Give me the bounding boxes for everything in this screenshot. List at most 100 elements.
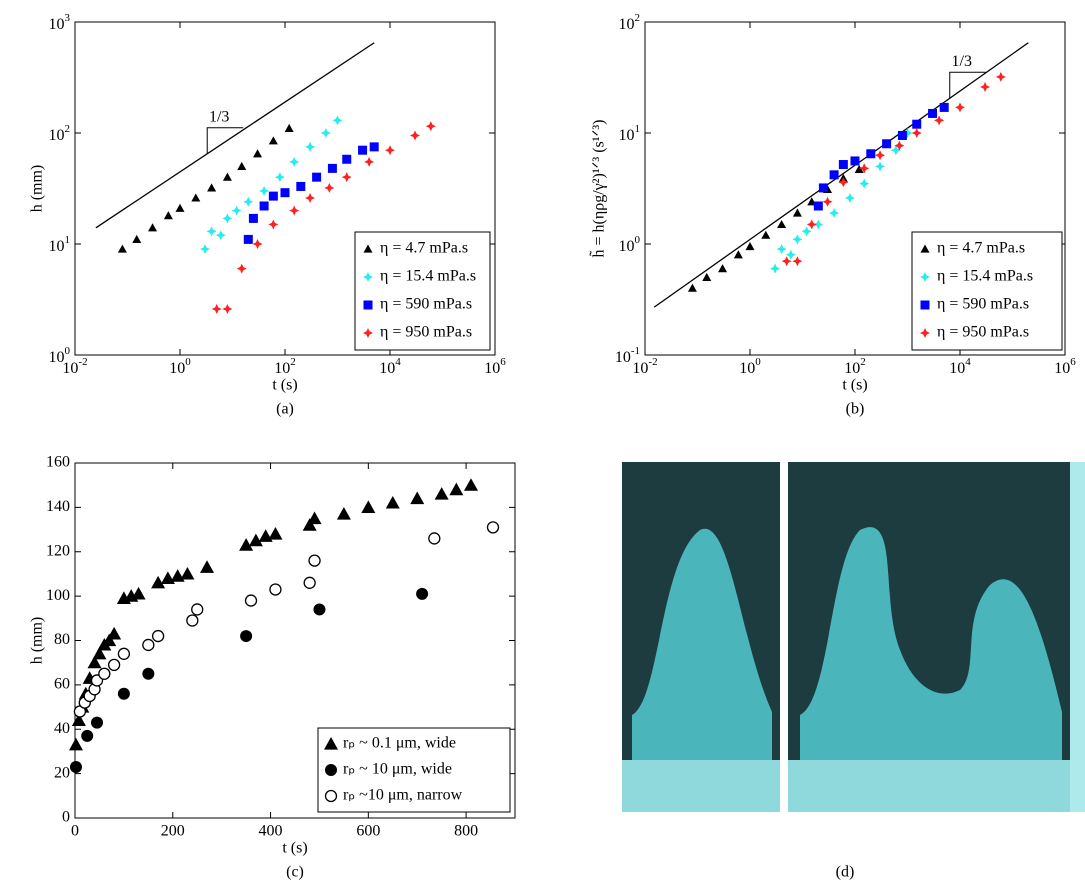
marker	[117, 244, 127, 253]
marker	[268, 191, 278, 201]
marker	[361, 500, 376, 513]
legend-label: η = 4.7 mPa.s	[380, 240, 468, 257]
marker	[258, 529, 273, 542]
marker	[745, 241, 755, 251]
x-tick-label: 106	[1054, 356, 1076, 377]
marker	[253, 149, 263, 158]
legend-marker	[920, 328, 930, 338]
legend-marker	[324, 789, 338, 803]
y-tick-label: 20	[54, 764, 70, 781]
legend-label: η = 15.4 mPa.s	[937, 268, 1033, 285]
marker	[336, 507, 351, 520]
marker	[894, 140, 905, 151]
x-tick-label: 400	[259, 823, 283, 840]
marker	[369, 142, 379, 152]
caption: (b)	[846, 401, 865, 418]
marker	[733, 250, 743, 259]
marker	[170, 569, 185, 582]
photo-base	[622, 760, 780, 812]
marker	[364, 156, 375, 167]
marker	[191, 193, 201, 202]
chart: 0 200 400 600 800 0 20 40 60 80 100 120 140 160 t (s) (…	[29, 454, 516, 881]
marker	[200, 244, 211, 255]
y-tick-label: 100	[49, 345, 71, 366]
x-axis-label: t (s)	[842, 377, 867, 394]
marker	[844, 192, 855, 203]
marker	[449, 482, 464, 496]
marker	[102, 633, 117, 647]
legend-label: η = 590 mPa.s	[380, 296, 472, 313]
marker	[385, 495, 400, 509]
marker	[305, 192, 316, 203]
marker	[806, 219, 817, 230]
marker	[81, 729, 94, 742]
marker	[850, 156, 860, 166]
marker	[882, 139, 892, 149]
legend-label: rₚ ~ 10 μm, wide	[343, 761, 452, 778]
marker	[305, 141, 316, 152]
y-tick-label: 101	[49, 234, 71, 255]
marker	[142, 638, 155, 652]
marker	[132, 234, 142, 244]
marker	[191, 603, 204, 616]
fluid-shape	[632, 528, 772, 770]
marker	[259, 201, 269, 211]
marker	[890, 145, 901, 156]
marker	[838, 177, 849, 188]
marker	[939, 102, 949, 112]
caption: (c)	[286, 864, 304, 881]
marker	[243, 196, 254, 207]
y-tick-label: 80	[54, 631, 70, 648]
legend-marker	[325, 764, 337, 776]
marker	[928, 108, 938, 118]
marker	[302, 518, 317, 531]
marker	[211, 303, 222, 314]
x-tick-label: 104	[949, 356, 971, 377]
marker	[284, 123, 294, 133]
legend-label: η = 950 mPa.s	[380, 324, 472, 341]
marker	[911, 128, 922, 138]
marker	[781, 256, 792, 267]
marker	[854, 164, 864, 173]
reference-line	[653, 42, 1029, 308]
legend-marker	[920, 300, 930, 310]
slope-triangle	[949, 71, 986, 99]
y-tick-label: 120	[46, 542, 70, 559]
y-axis-label: h (mm)	[29, 617, 46, 665]
marker	[829, 208, 840, 219]
marker	[332, 115, 343, 126]
marker	[222, 303, 233, 314]
marker	[92, 646, 107, 660]
x-tick-label: 600	[356, 823, 380, 840]
y-tick-label: 100	[46, 587, 70, 604]
legend-label: η = 590 mPa.s	[937, 296, 1029, 313]
legend-label: η = 15.4 mPa.s	[380, 268, 476, 285]
y-tick-label: 40	[54, 720, 70, 737]
marker	[71, 713, 86, 726]
x-tick-label: 800	[454, 823, 478, 840]
marker	[68, 737, 83, 751]
marker	[866, 149, 876, 159]
marker	[215, 230, 226, 241]
photo-base	[788, 760, 1085, 812]
y-tick-label: 100	[619, 234, 641, 255]
marker	[425, 121, 436, 132]
x-tick-label: 100	[169, 356, 191, 377]
marker	[274, 172, 285, 183]
marker	[117, 647, 131, 660]
marker	[268, 527, 283, 540]
marker	[151, 575, 166, 589]
marker	[206, 226, 217, 237]
legend-box	[354, 231, 491, 351]
marker	[175, 203, 185, 212]
marker	[268, 136, 278, 145]
marker	[875, 161, 886, 172]
legend-label: rₚ ~ 0.1 μm, wide	[343, 735, 456, 752]
marker	[222, 213, 233, 224]
marker	[822, 196, 833, 207]
marker	[829, 170, 839, 180]
marker	[244, 594, 258, 607]
marker	[934, 115, 945, 126]
marker	[980, 81, 991, 92]
marker	[231, 205, 242, 216]
